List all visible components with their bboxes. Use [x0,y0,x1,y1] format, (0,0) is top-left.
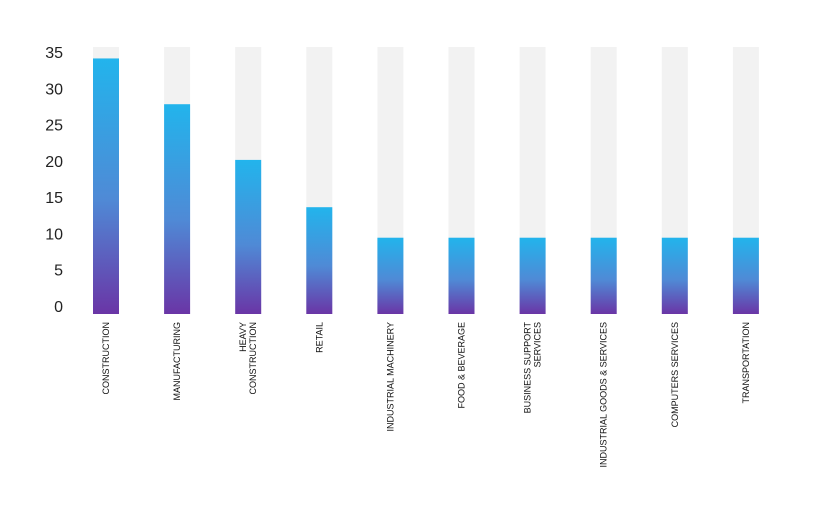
x-tick-label: COMPUTERS SERVICES [670,322,680,427]
x-tick-label: CONSTRUCTION [101,322,111,395]
x-tick-label-line: SERVICES [533,322,543,367]
bar [448,237,475,314]
bar-tracks [93,47,759,314]
x-tick-label-line: CONSTRUCTION [248,322,258,395]
y-tick-label: 15 [45,190,63,207]
y-axis: 0 5 10 15 20 25 30 35 [45,45,63,316]
bar [519,237,546,314]
x-tick-label-line: INDUSTRIAL MACHINERY [385,322,395,432]
y-tick-label: 30 [45,81,63,98]
bar [306,207,333,314]
x-tick-label-line: COMPUTERS SERVICES [670,322,680,427]
x-tick-label-line: CONSTRUCTION [101,322,111,395]
y-tick-label: 20 [45,154,63,171]
x-axis: CONSTRUCTION MANUFACTURING HEAVY CONSTRUCTI… [101,321,751,467]
x-tick-label-line: INDUSTRIAL GOODS & SERVICES [599,322,609,468]
x-tick-label: HEAVY CONSTRUCTION [238,322,258,395]
y-tick-label: 0 [54,299,63,316]
bar [164,104,191,314]
x-tick-label-line: MANUFACTURING [172,322,182,401]
y-tick-label: 25 [45,118,63,135]
x-tick-label: MANUFACTURING [172,322,182,401]
x-tick-label-line: HEAVY [238,322,248,352]
x-tick-label-line: RETAIL [314,322,324,353]
x-tick-label-line: TRANSPORTATION [741,322,751,404]
x-tick-label-line: BUSINESS SUPPORT [523,321,533,413]
x-tick-label: RETAIL [314,322,324,353]
bar [590,237,617,314]
bar [377,237,404,314]
x-tick-label: INDUSTRIAL MACHINERY [385,322,395,432]
y-tick-label: 35 [45,45,63,62]
x-tick-label: INDUSTRIAL GOODS & SERVICES [599,322,609,468]
x-tick-label: FOOD & BEVERAGE [457,322,467,409]
bar [732,237,759,314]
bar [235,159,262,314]
bar [93,58,119,314]
y-tick-label: 5 [54,263,63,280]
x-tick-label: BUSINESS SUPPORT SERVICES [523,321,543,413]
x-tick-label-line: FOOD & BEVERAGE [457,322,467,409]
x-tick-label: TRANSPORTATION [741,322,751,404]
y-tick-label: 10 [45,226,63,243]
bars [93,58,759,314]
bar [661,237,688,314]
